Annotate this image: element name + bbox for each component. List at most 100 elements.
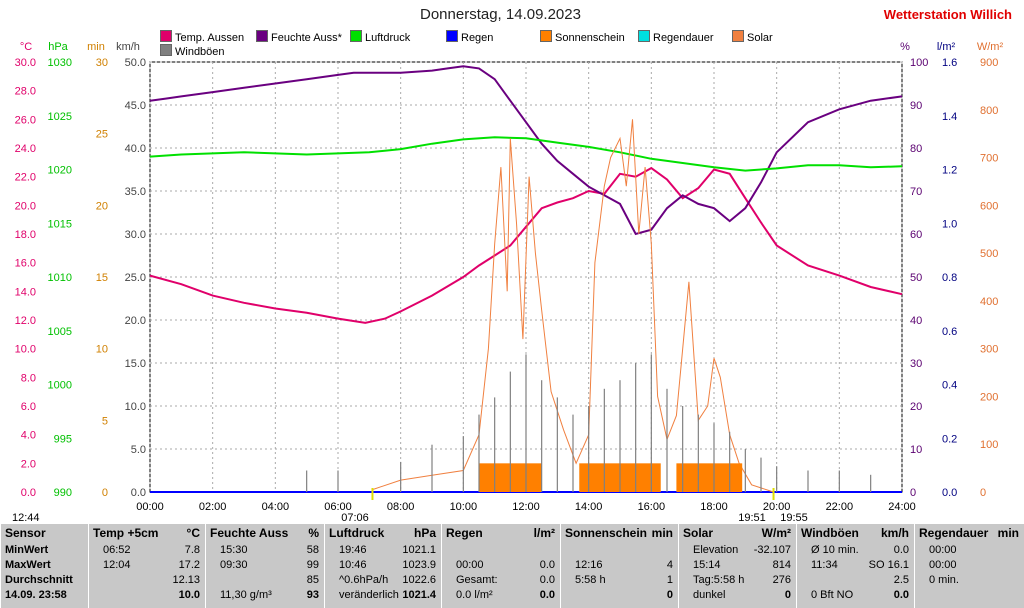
legend-swatch bbox=[160, 44, 172, 56]
table-cell-value: 1023.9 bbox=[402, 559, 436, 571]
table-column: Luftdruck hPa 19:46 1021.1 10:46 1023.9 ^0.6hP… bbox=[324, 524, 442, 608]
table-row: 15:30 58 bbox=[210, 544, 319, 558]
header-title: Luftdruck bbox=[329, 526, 385, 540]
solar-tick-label: 900 bbox=[980, 57, 998, 69]
solar-tick-label: 300 bbox=[980, 344, 998, 356]
table-column: Solar W/m² Elevation -32.107 15:14 814 Tag:5:5… bbox=[678, 524, 797, 608]
table-row: 10.0 bbox=[93, 589, 200, 603]
table-cell-label: 11,30 g/m³ bbox=[220, 589, 272, 601]
legend-swatch bbox=[256, 30, 268, 42]
legend-label: Luftdruck bbox=[365, 32, 411, 44]
table-cell-label: veränderlich bbox=[339, 589, 399, 601]
table-cell-value: 10.0 bbox=[178, 589, 200, 601]
table-cell-value: 0 bbox=[784, 589, 791, 601]
rain-tick-label: 0.8 bbox=[942, 272, 957, 284]
humidity-tick-label: 90 bbox=[910, 100, 922, 112]
wind-tick-label: 10.0 bbox=[125, 401, 146, 413]
sunset-label-a: 19:51 bbox=[738, 512, 766, 524]
header-title: Regen bbox=[446, 526, 483, 540]
minutes-tick-label: 15 bbox=[96, 272, 108, 284]
weather-chart: 00:00 02:00 04:00 06:00 08:00 10:00 12:00 14:00… bbox=[12, 41, 1003, 524]
pressure-tick-label: 995 bbox=[54, 433, 72, 445]
table-row: 00:00 bbox=[919, 544, 1019, 558]
pressure-tick-label: 1020 bbox=[48, 165, 72, 177]
axis-unit-label: km/h bbox=[116, 41, 140, 53]
table-row: Tag:5:58 h 276 bbox=[683, 574, 791, 588]
wind-tick-label: 40.0 bbox=[125, 143, 146, 155]
temp-tick-label: 10.0 bbox=[15, 344, 36, 356]
legend-label: Regen bbox=[461, 32, 494, 44]
temp-tick-label: 12.0 bbox=[15, 315, 36, 327]
table-row: 09:30 99 bbox=[210, 559, 319, 573]
table-column: Feuchte Auss% 15:30 58 09:30 99 85 11,30 g/m³ 9… bbox=[205, 524, 325, 608]
legend-label: Sonnenschein bbox=[555, 32, 625, 44]
x-tick-label: 24:00 bbox=[888, 501, 916, 513]
humidity-tick-label: 60 bbox=[910, 229, 922, 241]
rain-tick-label: 1.2 bbox=[942, 165, 957, 177]
solar-tick-label: 600 bbox=[980, 200, 998, 212]
humidity-tick-label: 20 bbox=[910, 401, 922, 413]
table-cell-label: 10:46 bbox=[339, 559, 367, 571]
table-cell-value: 0.0 bbox=[539, 559, 555, 571]
table-row: Ø 10 min. 0.0 bbox=[801, 544, 909, 558]
sunshine-bar bbox=[676, 463, 743, 492]
table-row: 0 min. bbox=[919, 574, 1019, 588]
minutes-tick-label: 5 bbox=[102, 415, 108, 427]
table-column: Regen l/m² 00:00 0.0 Gesamt: 0.0 0.0 l/m² 0.0 bbox=[441, 524, 561, 608]
x-tick-label: 18:00 bbox=[700, 501, 728, 513]
table-cell-label: 06:52 bbox=[103, 544, 131, 556]
table-cell-label: 11:34 bbox=[811, 559, 838, 571]
legend-swatch bbox=[446, 30, 458, 42]
table-cell-value: 0.0 bbox=[893, 589, 909, 601]
series-line-solar bbox=[372, 119, 774, 493]
table-cell-label: 09:30 bbox=[220, 559, 248, 571]
legend-label: Solar bbox=[747, 32, 773, 44]
legend-swatch bbox=[732, 30, 744, 42]
table-row: 12:16 4 bbox=[565, 559, 673, 573]
table-row: Gesamt: 0.0 bbox=[446, 574, 555, 588]
station-name: Wetterstation Willich bbox=[883, 7, 1012, 22]
table-cell-label: 12:16 bbox=[575, 559, 603, 571]
table-cell-value: SO 16.1 bbox=[868, 559, 909, 571]
table-cell-label: dunkel bbox=[693, 589, 726, 601]
temp-tick-label: 8.0 bbox=[21, 372, 36, 384]
header-unit: km/h bbox=[880, 526, 909, 540]
table-column-header: Feuchte Auss% bbox=[210, 526, 319, 540]
table-cell-label: 15:14 bbox=[693, 559, 721, 571]
humidity-tick-label: 80 bbox=[910, 143, 922, 155]
legend-swatch bbox=[350, 30, 362, 42]
table-row bbox=[565, 544, 673, 558]
wind-tick-label: 15.0 bbox=[125, 358, 146, 370]
legend-swatch bbox=[160, 30, 172, 42]
humidity-tick-label: 70 bbox=[910, 186, 922, 198]
table-cell-label: Durchschnitt bbox=[5, 574, 73, 586]
table-cell-value: 276 bbox=[772, 574, 791, 586]
x-tick-label: 10:00 bbox=[450, 501, 478, 513]
table-row: 11,30 g/m³ 93 bbox=[210, 589, 319, 603]
table-row: 15:14 814 bbox=[683, 559, 791, 573]
table-row: Durchschnitt bbox=[5, 574, 83, 588]
header-unit: hPa bbox=[413, 526, 436, 540]
table-cell-value: 58 bbox=[306, 544, 319, 556]
series-line-feuchte-auss- bbox=[149, 65, 903, 236]
legend-entry: Regen bbox=[446, 30, 493, 45]
table-row: ^0.6hPa/h 1022.6 bbox=[329, 574, 436, 588]
temp-tick-label: 30.0 bbox=[15, 57, 36, 69]
humidity-tick-label: 100 bbox=[910, 57, 928, 69]
wind-tick-label: 20.0 bbox=[125, 315, 146, 327]
table-cell-value: 1021.4 bbox=[402, 589, 436, 601]
temp-tick-label: 2.0 bbox=[21, 458, 36, 470]
x-tick-label: 00:00 bbox=[136, 501, 164, 513]
table-cell-label: Ø 10 min. bbox=[811, 544, 859, 556]
table-cell-label: Tag:5:58 h bbox=[693, 574, 745, 586]
series-line-luftdruck bbox=[149, 136, 903, 172]
x-tick-label: 20:00 bbox=[763, 501, 791, 513]
rain-tick-label: 1.0 bbox=[942, 218, 957, 230]
minutes-tick-label: 30 bbox=[96, 57, 108, 69]
table-column-header: Temp +5cm °C bbox=[93, 526, 200, 540]
rain-tick-label: 1.6 bbox=[942, 57, 957, 69]
solar-tick-label: 800 bbox=[980, 105, 998, 117]
table-column: Sensor MinWert MaxWert Durchschnitt 14.09. 2… bbox=[0, 524, 89, 608]
x-tick-label: 08:00 bbox=[387, 501, 415, 513]
table-cell-label: 14.09. 23:58 bbox=[5, 589, 67, 601]
